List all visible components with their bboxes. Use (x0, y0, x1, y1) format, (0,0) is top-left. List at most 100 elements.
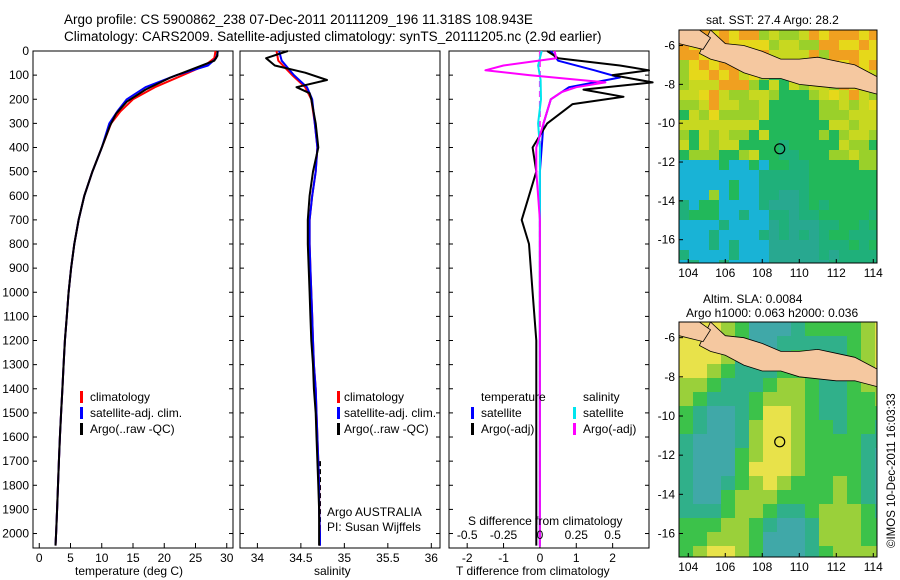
map-cell (869, 220, 877, 230)
map-cell (719, 120, 729, 130)
map-cell (819, 220, 829, 230)
map-cell (699, 120, 709, 130)
y-tick-label: 900 (9, 261, 29, 275)
s-diff-tick-label: -0.25 (490, 528, 518, 542)
map-cell (799, 220, 809, 230)
x-tick-label: 36 (425, 551, 439, 565)
map-cell (679, 140, 689, 150)
map-cell (859, 30, 869, 40)
map-cell (735, 322, 749, 336)
map-cell (709, 190, 719, 200)
map-cell (709, 250, 719, 260)
map-cell (833, 532, 847, 546)
map-cell (819, 476, 833, 490)
map-cell (735, 546, 749, 557)
x-tick-label: -2 (462, 551, 473, 565)
map-cell (749, 322, 763, 336)
map-cell (759, 150, 769, 160)
map-cell (679, 190, 689, 200)
map-frame (678, 321, 878, 558)
map-cell (759, 180, 769, 190)
map-x-tick-label: 104 (678, 560, 698, 574)
map-cell (729, 210, 739, 220)
map-cell (839, 140, 849, 150)
map-cell (735, 532, 749, 546)
map-cell (709, 260, 719, 263)
map-cell (709, 120, 719, 130)
map-cell (859, 110, 869, 120)
y-tick-label: 100 (9, 68, 29, 82)
map-cell (689, 190, 699, 200)
map-cell (847, 336, 861, 350)
map-cell (849, 240, 859, 250)
map-cell (875, 504, 877, 518)
map-cell (769, 130, 779, 140)
map-cell (875, 476, 877, 490)
map-cell (699, 210, 709, 220)
map-cell (679, 350, 693, 364)
map-cell (799, 160, 809, 170)
map-cell (735, 378, 749, 392)
map-cell (719, 100, 729, 110)
map-cell (805, 434, 819, 448)
map-cell (839, 210, 849, 220)
y-tick-label: 400 (9, 141, 29, 155)
map-cell (729, 230, 739, 240)
map-cell (759, 120, 769, 130)
map-cell (829, 240, 839, 250)
map-cell (679, 490, 693, 504)
map-cell (759, 250, 769, 260)
map-y-tick-label: -12 (658, 448, 676, 462)
map-cell (777, 322, 791, 336)
map-cell (689, 250, 699, 260)
map-cell (833, 378, 847, 392)
map-cell (729, 190, 739, 200)
map-cell (789, 230, 799, 240)
map-cell (819, 420, 833, 434)
map-cell (707, 532, 721, 546)
map-cell (749, 180, 759, 190)
map-y-tick-label: -6 (664, 331, 675, 345)
map-cell (847, 322, 861, 336)
map-cell (699, 100, 709, 110)
map-cell (829, 180, 839, 190)
map-cell (829, 150, 839, 160)
legend-argo-label: Argo(..raw -QC) (344, 422, 429, 436)
map-cell (763, 434, 777, 448)
map-cell (859, 50, 869, 60)
map-cell (791, 336, 805, 350)
map-cell (707, 420, 721, 434)
map-cell (839, 200, 849, 210)
map-cell (789, 120, 799, 130)
map-cell (739, 260, 749, 263)
map-cell (849, 180, 859, 190)
map-cell (749, 420, 763, 434)
map-cell (819, 546, 833, 557)
map-cell (829, 120, 839, 130)
map-cell (699, 180, 709, 190)
map-cell (805, 476, 819, 490)
legend-t-argo-label: Argo(-adj) (481, 422, 535, 436)
map-cell (789, 170, 799, 180)
map-cell (739, 180, 749, 190)
map-cell (791, 378, 805, 392)
map-cell (819, 260, 829, 263)
map-cell (791, 518, 805, 532)
map-cell (769, 30, 779, 40)
map-cell (805, 504, 819, 518)
map-cell (799, 180, 809, 190)
legend-satellite-label: satellite-adj. clim. (90, 406, 183, 420)
map-cell (709, 70, 719, 80)
map-cell (849, 40, 859, 50)
map-cell (799, 260, 809, 263)
map-cell (679, 546, 693, 557)
map-cell (805, 322, 819, 336)
map-cell (869, 160, 877, 170)
map-cell (689, 110, 699, 120)
map-cell (719, 70, 729, 80)
map-cell (679, 130, 689, 140)
map-cell (799, 40, 809, 50)
map-cell (789, 190, 799, 200)
map-cell (729, 200, 739, 210)
map-cell (779, 250, 789, 260)
